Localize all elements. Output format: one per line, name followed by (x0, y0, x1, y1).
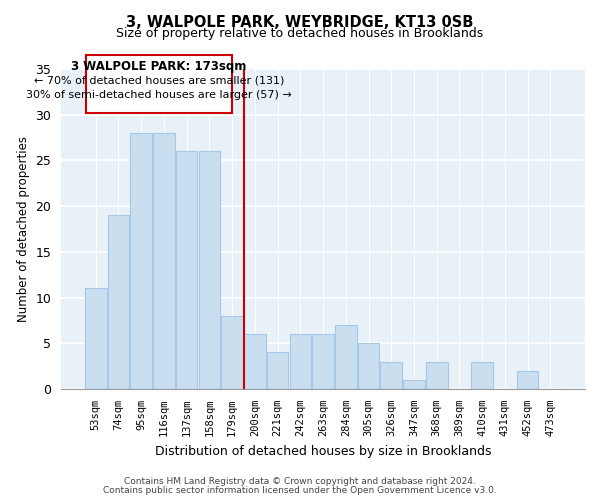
Text: Size of property relative to detached houses in Brooklands: Size of property relative to detached ho… (116, 28, 484, 40)
Bar (153, 133, 175, 389)
Bar (199, 152, 220, 389)
Text: 3, WALPOLE PARK, WEYBRIDGE, KT13 0SB: 3, WALPOLE PARK, WEYBRIDGE, KT13 0SB (127, 15, 473, 30)
X-axis label: Distribution of detached houses by size in Brooklands: Distribution of detached houses by size … (155, 444, 491, 458)
Y-axis label: Number of detached properties: Number of detached properties (17, 136, 30, 322)
Text: Contains HM Land Registry data © Crown copyright and database right 2024.: Contains HM Land Registry data © Crown c… (124, 477, 476, 486)
Bar (176, 152, 197, 389)
Bar (130, 133, 152, 389)
Text: Contains public sector information licensed under the Open Government Licence v3: Contains public sector information licen… (103, 486, 497, 495)
Bar (312, 334, 334, 389)
Bar (244, 334, 266, 389)
Bar (290, 334, 311, 389)
Bar (221, 316, 243, 389)
Text: 3 WALPOLE PARK: 173sqm: 3 WALPOLE PARK: 173sqm (71, 60, 247, 73)
Bar (380, 362, 402, 389)
Bar (426, 362, 448, 389)
Bar (335, 325, 356, 389)
Bar (517, 370, 538, 389)
Text: ← 70% of detached houses are smaller (131): ← 70% of detached houses are smaller (13… (34, 76, 284, 86)
Bar (85, 288, 107, 389)
Bar (267, 352, 289, 389)
Text: 30% of semi-detached houses are larger (57) →: 30% of semi-detached houses are larger (… (26, 90, 292, 100)
Bar (358, 343, 379, 389)
Bar (86, 56, 232, 113)
Bar (108, 216, 129, 389)
Bar (472, 362, 493, 389)
Bar (403, 380, 425, 389)
